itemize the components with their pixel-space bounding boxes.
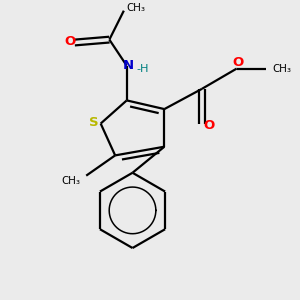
Text: CH₃: CH₃ bbox=[61, 176, 80, 186]
Text: CH₃: CH₃ bbox=[272, 64, 291, 74]
Text: N: N bbox=[123, 59, 134, 72]
Text: O: O bbox=[232, 56, 244, 69]
Text: O: O bbox=[65, 34, 76, 48]
Text: -H: -H bbox=[136, 64, 149, 74]
Text: CH₃: CH₃ bbox=[127, 3, 146, 13]
Text: O: O bbox=[204, 118, 215, 131]
Text: S: S bbox=[88, 116, 98, 129]
